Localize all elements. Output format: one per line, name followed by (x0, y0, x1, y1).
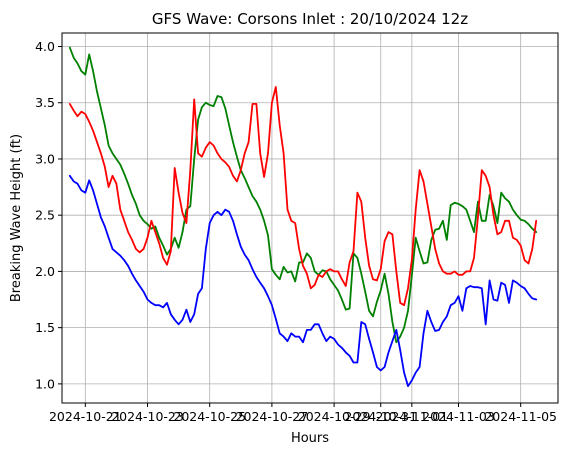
x-tick-label: 2024-10-23 (111, 409, 184, 424)
x-tick-label: 2024-10-25 (173, 409, 246, 424)
series-line-1 (68, 86, 538, 307)
plot-area-frame (61, 32, 559, 404)
grid (62, 33, 558, 403)
series-layer (68, 46, 538, 388)
y-tick-label: 2.5 (35, 208, 55, 223)
x-tick-label: 2024-10-21 (49, 409, 122, 424)
x-tick-label: 2024-10-29 (298, 409, 371, 424)
x-tick-label: 2024-11-05 (484, 409, 557, 424)
y-axis-label: Breaking Wave Height (ft) (9, 134, 24, 302)
x-axis-ticks: 2024-10-212024-10-232024-10-252024-10-27… (49, 403, 557, 424)
y-axis-ticks: 1.0 1.5 2.0 2.5 3.0 3.5 4.0 (35, 39, 62, 391)
x-tick-label: 2024-11-01 (376, 409, 449, 424)
x-tick-label: 2024-10-31 (344, 409, 417, 424)
x-axis-label: Hours (291, 431, 329, 446)
y-tick-label: 2.0 (35, 264, 55, 279)
series-line-2 (68, 174, 538, 388)
y-tick-label: 1.5 (35, 320, 55, 335)
x-tick-label: 2024-10-27 (236, 409, 309, 424)
y-tick-label: 1.0 (35, 376, 55, 391)
x-tick-label: 2024-11-03 (422, 409, 495, 424)
y-tick-label: 3.5 (35, 95, 55, 110)
y-tick-label: 3.0 (35, 151, 55, 166)
y-tick-label: 4.0 (35, 39, 55, 54)
chart-title: GFS Wave: Corsons Inlet : 20/10/2024 12z (152, 10, 468, 28)
